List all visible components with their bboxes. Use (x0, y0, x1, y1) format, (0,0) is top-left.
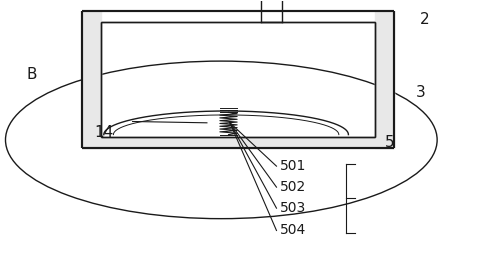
Text: 503: 503 (280, 201, 306, 215)
Text: 502: 502 (280, 180, 306, 194)
Text: 5: 5 (384, 135, 393, 150)
Text: B: B (26, 67, 37, 82)
Text: 2: 2 (420, 12, 429, 27)
Text: 504: 504 (280, 224, 306, 238)
Text: 14: 14 (94, 125, 113, 139)
Text: 501: 501 (280, 159, 306, 173)
Text: 3: 3 (415, 85, 424, 100)
